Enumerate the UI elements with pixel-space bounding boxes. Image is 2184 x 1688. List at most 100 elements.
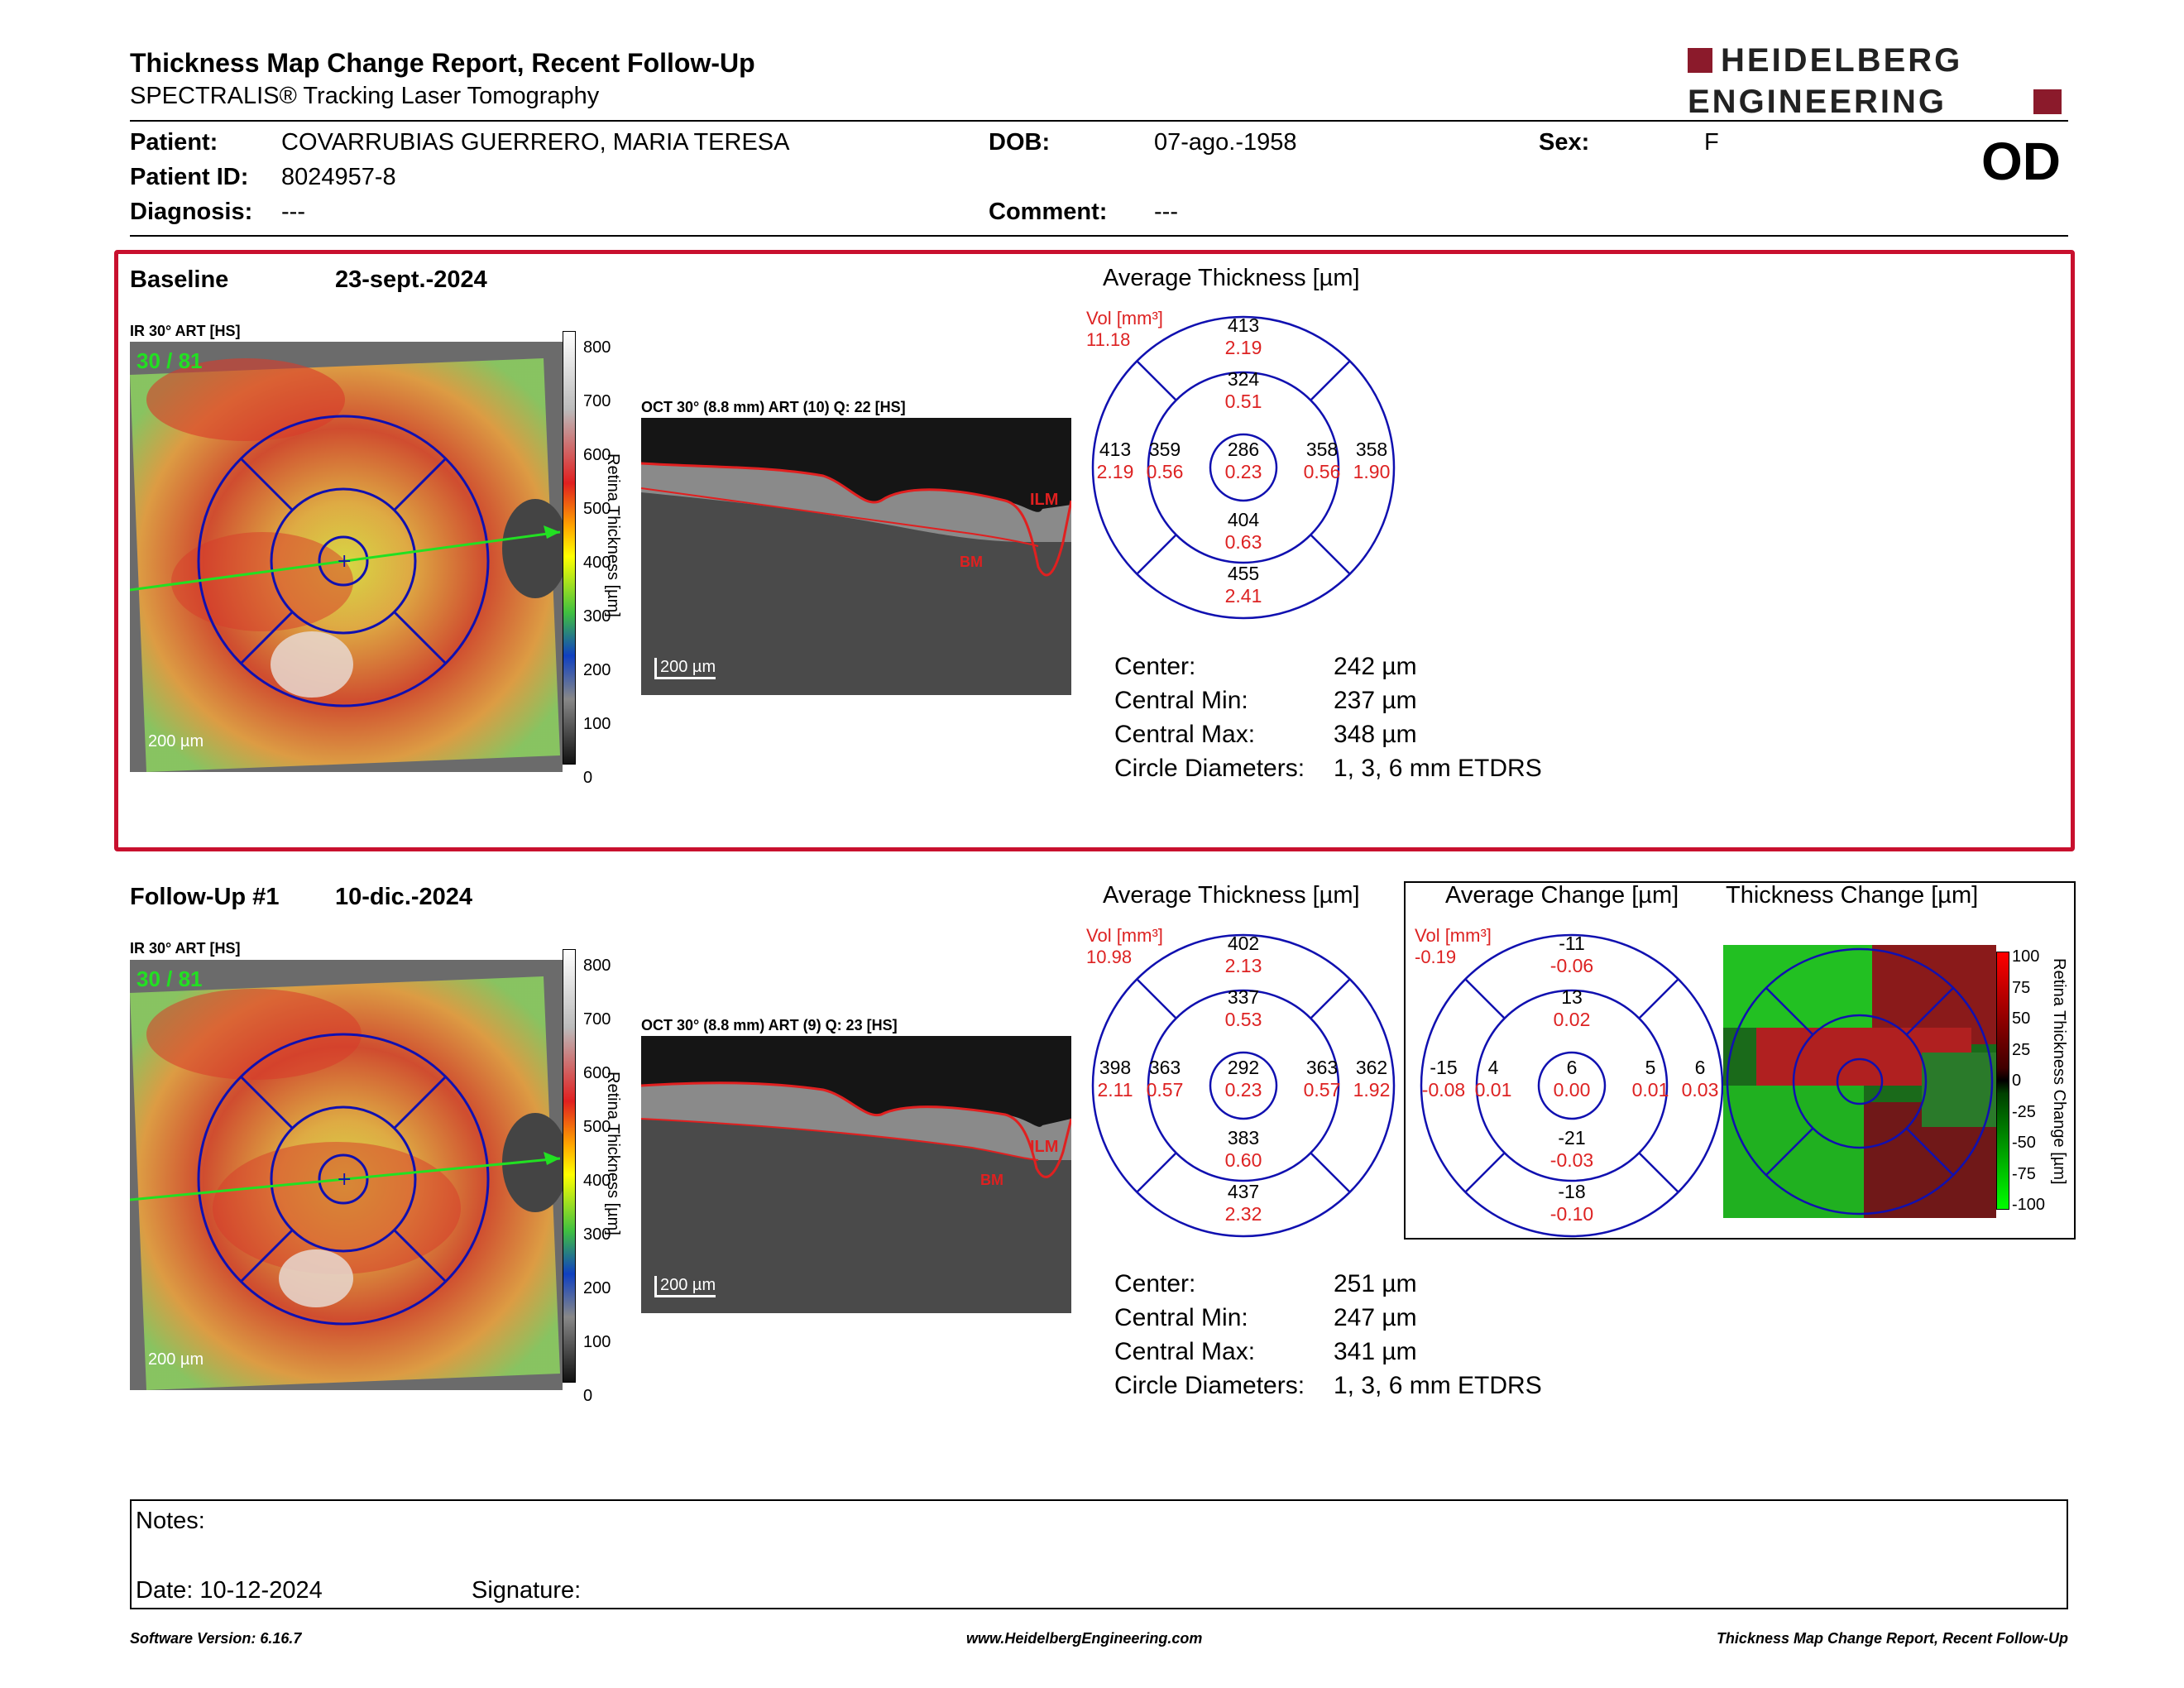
grid-outer-bottom: -18 -0.10	[1549, 1181, 1594, 1225]
followup-map-scale: 200 µm	[148, 1350, 204, 1369]
footer-version: Software Version: 6.16.7	[130, 1630, 302, 1647]
footer-report: Thickness Map Change Report, Recent Foll…	[1716, 1630, 2068, 1647]
cbar-tick: 100	[583, 1333, 611, 1351]
cbar-tick: 500	[583, 500, 611, 518]
grid-inner-left: 359 0.56	[1146, 439, 1184, 482]
followup-vol: Vol [mm³] 10.98	[1086, 925, 1163, 968]
change-colorbar-label: Retina Thickness Change [µm]	[2050, 958, 2068, 1185]
followup-oct-scale: 200 µm	[654, 1276, 716, 1297]
stat-min: 247 µm	[1334, 1304, 1417, 1331]
patient-id: 8024957-8	[281, 164, 396, 190]
stat-center-label: Center:	[1114, 653, 1196, 680]
baseline-stats-values: 242 µm 237 µm 348 µm 1, 3, 6 mm ETDRS	[1334, 650, 1542, 785]
followup-ir-overlay: 30 / 81	[136, 966, 203, 991]
heidelberg-logo: HEIDELBERG ENGINEERING	[1688, 42, 2068, 120]
followup-oct-label: OCT 30° (8.8 mm) ART (9) Q: 23 [HS]	[641, 1017, 898, 1033]
svg-text:HEIDELBERG: HEIDELBERG	[1721, 43, 1962, 79]
followup-avg-title: Average Thickness [µm]	[1103, 882, 1360, 909]
grid-outer-bottom: 455 2.41	[1224, 563, 1262, 607]
cbar-tick: 200	[583, 661, 611, 679]
svg-text:BM: BM	[960, 554, 983, 570]
cbar-tick: 800	[583, 957, 611, 975]
followup-stats-values: 251 µm 247 µm 341 µm 1, 3, 6 mm ETDRS	[1334, 1267, 1542, 1403]
followup-oct-scan: ILM BM 200 µm	[641, 1036, 1071, 1313]
grid-inner-right: 363 0.57	[1303, 1057, 1341, 1101]
change-tick: -75	[2012, 1164, 2036, 1183]
change-tick: 100	[2012, 947, 2040, 966]
vol-label: Vol [mm³]	[1086, 308, 1163, 328]
change-tick: -50	[2012, 1134, 2036, 1152]
grid-inner-bottom: 404 0.63	[1224, 509, 1262, 553]
baseline-ir-label: IR 30° ART [HS]	[130, 323, 241, 339]
stat-min: 237 µm	[1334, 687, 1417, 714]
baseline-section	[114, 250, 2075, 851]
vol-value: 11.18	[1086, 329, 1131, 350]
stat-min-label: Central Min:	[1114, 687, 1248, 714]
cbar-tick: 700	[583, 392, 611, 410]
stat-max: 348 µm	[1334, 721, 1417, 748]
stat-diam-label: Circle Diameters:	[1114, 755, 1305, 782]
patient-label: Patient:	[130, 129, 218, 156]
stat-center: 251 µm	[1334, 1270, 1417, 1297]
grid-inner-top: 13 0.02	[1553, 986, 1591, 1030]
grid-outer-right: 358 1.90	[1353, 439, 1391, 482]
grid-outer-left: 413 2.19	[1096, 439, 1134, 482]
stat-max: 341 µm	[1334, 1338, 1417, 1365]
baseline-etdrs-grid	[1090, 314, 1396, 621]
baseline-vol: Vol [mm³] 11.18	[1086, 308, 1163, 351]
grid-inner-top: 337 0.53	[1224, 986, 1262, 1030]
grid-outer-top: 402 2.13	[1224, 933, 1262, 976]
followup-label: Follow-Up #1	[130, 884, 280, 910]
patient-name: COVARRUBIAS GUERRERO, MARIA TERESA	[281, 129, 790, 156]
followup-date: 10-dic.-2024	[335, 884, 473, 910]
cbar-tick: 100	[583, 715, 611, 733]
cbar-tick: 600	[583, 446, 611, 464]
report-subtitle: SPECTRALIS® Tracking Laser Tomography	[130, 83, 600, 109]
baseline-map-scale: 200 µm	[148, 732, 204, 750]
eye-indicator: OD	[1981, 132, 2061, 191]
followup-colorbar-ticks: 800 700 600 500 400 300 200 100 0	[583, 939, 611, 1423]
notes-label: Notes:	[136, 1508, 205, 1534]
comment-value: ---	[1154, 199, 1178, 225]
change-tick: -25	[2012, 1102, 2036, 1121]
grid-inner-right: 358 0.56	[1303, 439, 1341, 482]
change-colorbar-ticks: 100 75 50 25 0 -25 -50 -75 -100	[2012, 942, 2045, 1221]
baseline-label: Baseline	[130, 266, 229, 293]
cbar-tick: 0	[583, 769, 593, 787]
baseline-stats-labels: Center: Central Min: Central Max: Circle…	[1114, 650, 1305, 785]
footer-url[interactable]: www.HeidelbergEngineering.com	[966, 1630, 1203, 1647]
grid-center: 286 0.23	[1224, 439, 1262, 482]
notes-date: Date: 10-12-2024	[136, 1577, 323, 1604]
followup-ir-label: IR 30° ART [HS]	[130, 940, 241, 957]
comment-label: Comment:	[989, 199, 1108, 225]
change-box	[1404, 881, 2076, 1240]
svg-text:+: +	[337, 551, 352, 572]
grid-center: 292 0.23	[1224, 1057, 1262, 1101]
followup-grid-values: 402 2.13 337 0.53 292 0.23 383 0.60 437 2.32 …	[1090, 933, 1396, 1239]
cbar-tick: 500	[583, 1118, 611, 1136]
notes-box[interactable]	[130, 1499, 2068, 1609]
grid-outer-right: 362 1.92	[1353, 1057, 1391, 1101]
change-tick: -100	[2012, 1196, 2046, 1214]
stat-max-label: Central Max:	[1114, 721, 1256, 748]
cbar-tick: 200	[583, 1279, 611, 1297]
grid-inner-top: 324 0.51	[1224, 368, 1262, 412]
change-tick: 25	[2012, 1040, 2031, 1059]
change-vol: Vol [mm³] -0.19	[1415, 925, 1492, 968]
svg-text:BM: BM	[980, 1172, 1003, 1188]
change-title: Average Change [µm]	[1445, 882, 1679, 909]
change-colorbar	[1996, 952, 2009, 1210]
baseline-avg-title: Average Thickness [µm]	[1103, 265, 1360, 291]
change-etdrs-grid	[1419, 933, 1725, 1239]
sex-label: Sex:	[1539, 129, 1590, 156]
baseline-thickness-map: + 30 / 81 200 µm	[130, 342, 563, 772]
cbar-tick: 400	[583, 554, 611, 572]
grid-outer-left: 398 2.11	[1097, 1057, 1133, 1101]
change-tick: 75	[2012, 978, 2031, 997]
vol-label: Vol [mm³]	[1415, 925, 1492, 946]
svg-text:ILM: ILM	[1030, 491, 1058, 509]
grid-outer-right: 6 0.03	[1681, 1057, 1719, 1101]
grid-center: 6 0.00	[1553, 1057, 1591, 1101]
grid-inner-left: 4 0.01	[1474, 1057, 1512, 1101]
cbar-tick: 600	[583, 1064, 611, 1082]
